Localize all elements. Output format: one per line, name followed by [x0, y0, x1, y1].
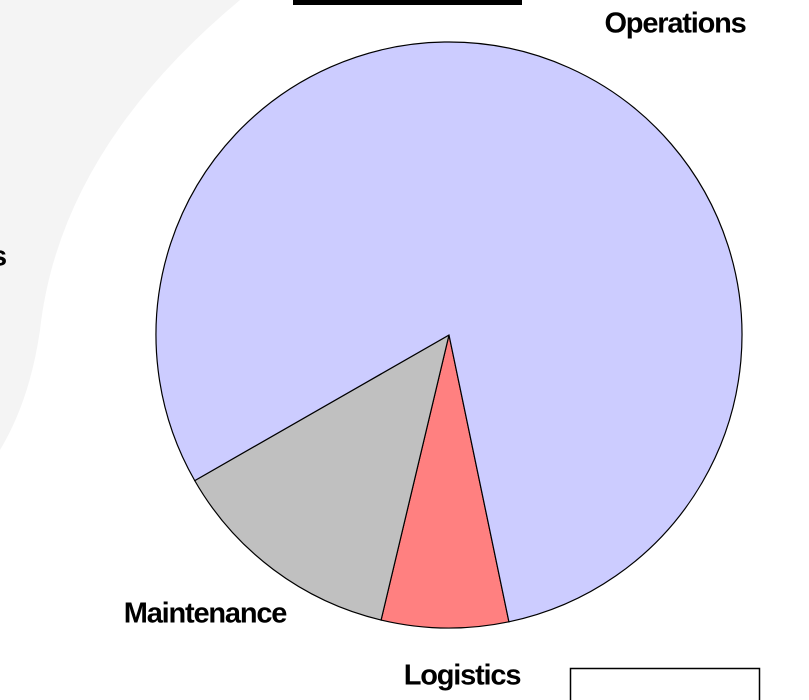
bottom-box [569, 667, 761, 700]
background-shape [0, 0, 240, 450]
pie-slice [380, 334, 510, 629]
top-bar [293, 0, 522, 5]
slice-label: Logistics [404, 660, 521, 692]
slice-label: Maintenance [124, 598, 288, 630]
pie-slice [193, 333, 450, 621]
pie-slice [155, 41, 743, 623]
annotation: s [0, 241, 6, 273]
slice-label: Operations [604, 8, 745, 40]
